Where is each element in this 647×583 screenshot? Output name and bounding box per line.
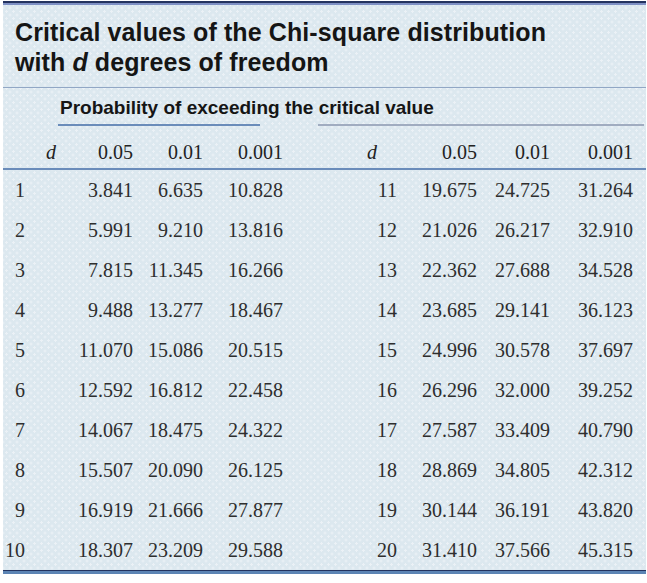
critical-value-cell: 24.322 <box>203 419 283 442</box>
column-header-row: d 0.05 0.01 0.001 d 0.05 0.01 0.001 <box>3 130 633 168</box>
prob-001-header-left: 0.01 <box>133 141 203 164</box>
critical-value-cell: 28.869 <box>397 459 477 482</box>
left-group-spanner-rule <box>58 124 260 126</box>
df-cell: 18 <box>283 459 397 482</box>
critical-value-cell: 6.635 <box>133 179 203 202</box>
df-cell: 5 <box>3 339 25 362</box>
critical-value-cell: 15.507 <box>25 459 133 482</box>
critical-value-cell: 27.877 <box>203 499 283 522</box>
prob-0001-header-right: 0.001 <box>550 141 633 164</box>
critical-value-cell: 27.587 <box>397 419 477 442</box>
critical-value-cell: 26.217 <box>477 219 550 242</box>
df-column-header-right: d <box>263 141 377 164</box>
critical-value-cell: 3.841 <box>25 179 133 202</box>
df-cell: 20 <box>283 539 397 562</box>
df-cell: 17 <box>283 419 397 442</box>
critical-value-cell: 27.688 <box>477 259 550 282</box>
critical-value-cell: 26.296 <box>397 379 477 402</box>
df-cell: 14 <box>283 299 397 322</box>
critical-value-cell: 11.345 <box>133 259 203 282</box>
critical-value-cell: 29.141 <box>477 299 550 322</box>
critical-value-cell: 33.409 <box>477 419 550 442</box>
df-cell: 19 <box>283 499 397 522</box>
table-title: Critical values of the Chi-square distri… <box>3 5 646 87</box>
df-cell: 12 <box>283 219 397 242</box>
title-line1: Critical values of the Chi-square distri… <box>15 18 546 46</box>
chi-square-critical-values-panel: Critical values of the Chi-square distri… <box>3 1 646 574</box>
critical-value-cell: 37.566 <box>477 539 550 562</box>
df-cell: 16 <box>283 379 397 402</box>
panel-bottom-border-accent <box>3 571 646 574</box>
critical-value-cell: 22.362 <box>397 259 477 282</box>
critical-value-cell: 24.725 <box>477 179 550 202</box>
critical-value-cell: 10.828 <box>203 179 283 202</box>
critical-value-cell: 39.252 <box>550 379 633 402</box>
df-cell: 15 <box>283 339 397 362</box>
critical-value-cell: 9.488 <box>25 299 133 322</box>
df-cell: 10 <box>3 539 25 562</box>
df-cell: 1 <box>3 179 25 202</box>
critical-value-cell: 36.123 <box>550 299 633 322</box>
critical-value-cell: 7.815 <box>25 259 133 282</box>
critical-value-cell: 31.410 <box>397 539 477 562</box>
critical-value-cell: 21.666 <box>133 499 203 522</box>
df-column-header-left: d <box>34 141 56 164</box>
critical-value-cell: 37.697 <box>550 339 633 362</box>
critical-value-cell: 19.675 <box>397 179 477 202</box>
spanner-rules <box>3 124 646 130</box>
critical-value-cell: 13.277 <box>133 299 203 322</box>
critical-value-cell: 22.458 <box>203 379 283 402</box>
critical-value-cell: 16.266 <box>203 259 283 282</box>
critical-value-cell: 15.086 <box>133 339 203 362</box>
df-cell: 9 <box>3 499 25 522</box>
df-cell: 2 <box>3 219 25 242</box>
df-cell: 8 <box>3 459 25 482</box>
df-cell: 7 <box>3 419 25 442</box>
critical-value-cell: 9.210 <box>133 219 203 242</box>
critical-value-cell: 32.910 <box>550 219 633 242</box>
critical-value-cell: 29.588 <box>203 539 283 562</box>
right-group-spanner-rule <box>318 124 644 126</box>
degrees-of-freedom-variable: d <box>72 48 87 76</box>
df-cell: 13 <box>283 259 397 282</box>
critical-value-cell: 18.475 <box>133 419 203 442</box>
critical-value-cell: 42.312 <box>550 459 633 482</box>
critical-value-cell: 20.090 <box>133 459 203 482</box>
df-cell: 4 <box>3 299 25 322</box>
prob-001-header-right: 0.01 <box>477 141 550 164</box>
critical-value-cell: 30.144 <box>397 499 477 522</box>
critical-value-cell: 5.991 <box>25 219 133 242</box>
critical-value-cell: 45.315 <box>550 539 633 562</box>
critical-value-cell: 32.000 <box>477 379 550 402</box>
critical-value-cell: 40.790 <box>550 419 633 442</box>
critical-value-cell: 43.820 <box>550 499 633 522</box>
critical-value-cell: 34.528 <box>550 259 633 282</box>
critical-value-cell: 16.812 <box>133 379 203 402</box>
title-line2: with d degrees of freedom <box>15 48 329 76</box>
critical-value-cell: 31.264 <box>550 179 633 202</box>
df-cell: 11 <box>283 179 397 202</box>
critical-value-cell: 21.026 <box>397 219 477 242</box>
critical-value-cell: 30.578 <box>477 339 550 362</box>
critical-value-cell: 23.209 <box>133 539 203 562</box>
prob-005-header-right: 0.05 <box>397 141 477 164</box>
df-cell: 3 <box>3 259 25 282</box>
critical-value-cell: 34.805 <box>477 459 550 482</box>
critical-value-cell: 36.191 <box>477 499 550 522</box>
critical-value-cell: 18.307 <box>25 539 133 562</box>
critical-value-cell: 13.816 <box>203 219 283 242</box>
critical-value-cell: 16.919 <box>25 499 133 522</box>
probability-span-header: Probability of exceeding the critical va… <box>3 88 646 124</box>
df-cell: 6 <box>3 379 25 402</box>
critical-value-cell: 24.996 <box>397 339 477 362</box>
critical-value-cell: 18.467 <box>203 299 283 322</box>
critical-value-cell: 26.125 <box>203 459 283 482</box>
critical-value-cell: 12.592 <box>25 379 133 402</box>
critical-value-cell: 11.070 <box>25 339 133 362</box>
critical-value-cell: 20.515 <box>203 339 283 362</box>
critical-value-cell: 23.685 <box>397 299 477 322</box>
table-body: 13.8416.63510.8281119.67524.72531.264 25.… <box>3 170 633 570</box>
critical-value-cell: 14.067 <box>25 419 133 442</box>
